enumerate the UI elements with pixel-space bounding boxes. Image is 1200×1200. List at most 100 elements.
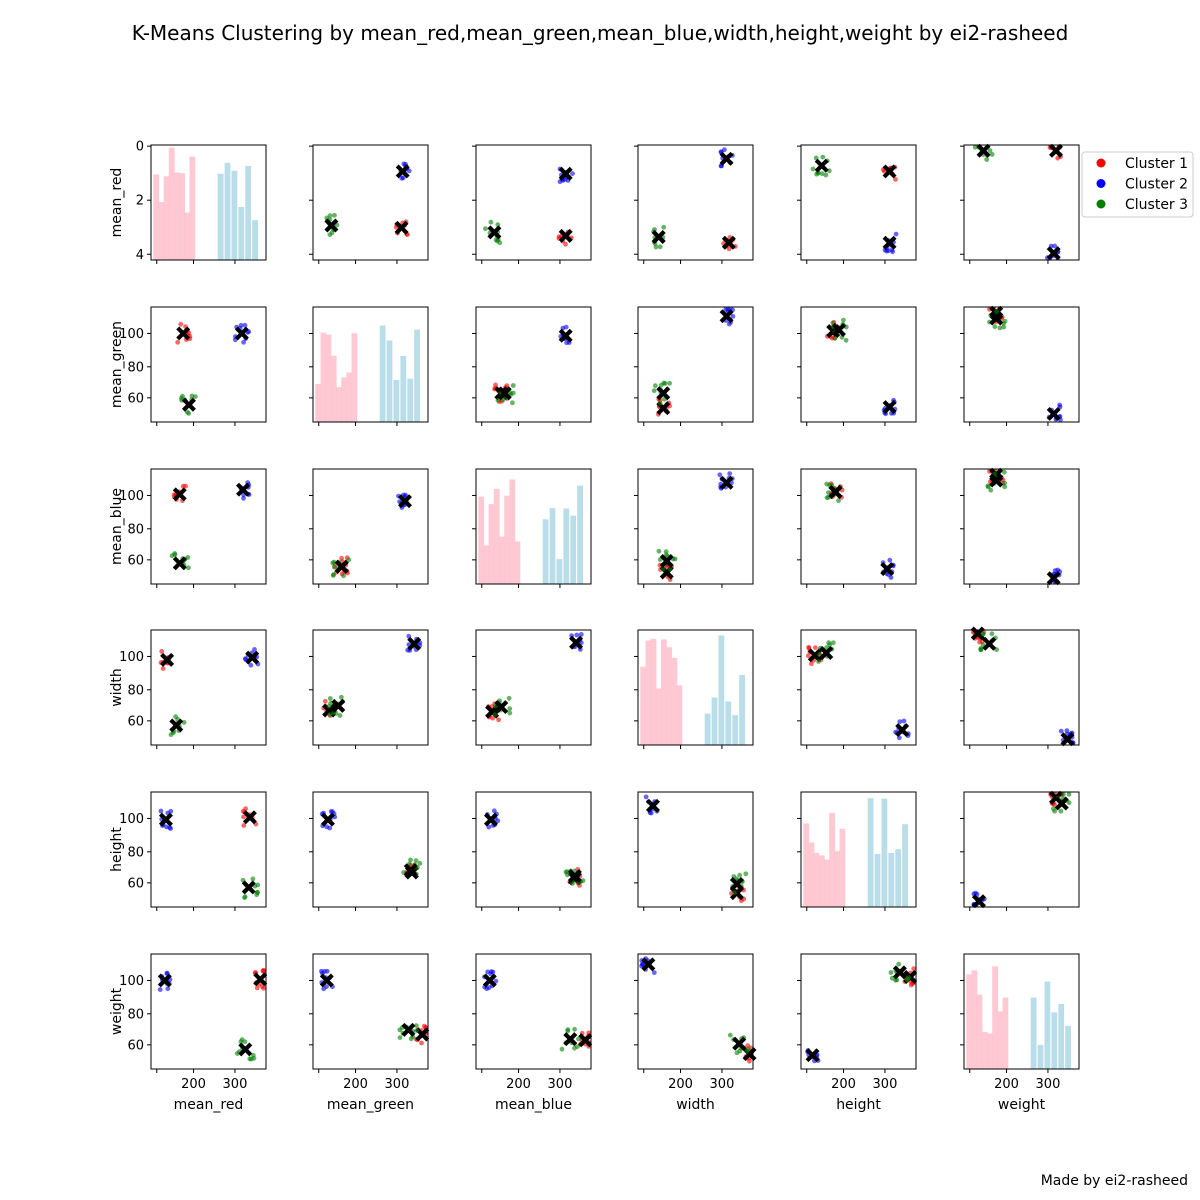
panel-width-vs-weight bbox=[960, 626, 1080, 749]
panel-frame bbox=[963, 468, 1080, 585]
panel-frame bbox=[800, 468, 917, 585]
centroid-marker bbox=[1060, 732, 1075, 747]
data-point-cluster-1 bbox=[254, 985, 260, 991]
hist-bar bbox=[981, 1031, 988, 1069]
data-point-cluster-2 bbox=[574, 632, 580, 638]
data-point-cluster-3 bbox=[192, 394, 198, 399]
data-point-cluster-3 bbox=[331, 572, 336, 577]
panel-frame bbox=[312, 306, 429, 423]
data-point-cluster-2 bbox=[403, 492, 408, 498]
centroid-marker bbox=[160, 652, 175, 667]
data-point-cluster-2 bbox=[651, 970, 657, 975]
centroid-marker bbox=[976, 143, 991, 158]
legend-label: Cluster 2 bbox=[1125, 177, 1188, 193]
centroid-marker bbox=[729, 877, 744, 891]
data-point-cluster-3 bbox=[332, 564, 337, 570]
panel-frame bbox=[150, 144, 267, 261]
panel-frame bbox=[963, 306, 1080, 423]
hist-bar bbox=[542, 519, 549, 584]
hist-bar bbox=[336, 387, 342, 422]
y-axis-label: width bbox=[109, 668, 125, 707]
x-tick-label: 300 bbox=[873, 1077, 898, 1092]
panel-height-vs-width bbox=[634, 791, 754, 911]
centroid-marker bbox=[578, 1033, 593, 1048]
data-point-cluster-2 bbox=[887, 557, 893, 563]
centroid-marker bbox=[245, 650, 260, 665]
data-point-cluster-3 bbox=[506, 695, 512, 701]
data-point-cluster-1 bbox=[241, 823, 247, 828]
centroid-marker bbox=[719, 151, 734, 166]
panel-mean_blue-vs-mean_green bbox=[309, 468, 429, 588]
data-point-cluster-1 bbox=[419, 1040, 424, 1046]
data-point-cluster-3 bbox=[1002, 318, 1008, 324]
x-tick-label: 200 bbox=[343, 1077, 368, 1092]
hist-bar bbox=[393, 379, 400, 422]
hist-bar bbox=[325, 334, 332, 422]
x-tick-label: 300 bbox=[223, 1077, 248, 1092]
panel-mean_green-vs-width bbox=[634, 306, 754, 426]
data-point-cluster-2 bbox=[330, 809, 335, 815]
data-point-cluster-3 bbox=[1002, 480, 1007, 486]
centroid-marker bbox=[982, 636, 997, 651]
data-point-cluster-3 bbox=[667, 566, 673, 572]
panel-width-vs-width bbox=[634, 629, 754, 749]
panel-mean_red-vs-width bbox=[634, 144, 754, 264]
hist-bar bbox=[976, 994, 983, 1069]
data-point-cluster-1 bbox=[178, 321, 184, 327]
hist-bar bbox=[992, 966, 998, 1069]
data-point-cluster-2 bbox=[717, 472, 723, 478]
data-point-cluster-3 bbox=[408, 857, 413, 863]
y-axis-label: height bbox=[109, 827, 125, 872]
data-point-cluster-1 bbox=[496, 717, 501, 723]
centroid-marker bbox=[401, 1022, 416, 1037]
data-point-cluster-3 bbox=[510, 383, 516, 388]
legend-label: Cluster 3 bbox=[1125, 197, 1188, 213]
panel-mean_green-vs-weight bbox=[960, 305, 1080, 426]
hist-bar bbox=[650, 638, 657, 745]
hist-bar bbox=[179, 173, 185, 260]
data-point-cluster-3 bbox=[495, 397, 501, 403]
panel-frame bbox=[150, 629, 267, 746]
centroid-marker bbox=[882, 400, 897, 415]
hist-bar bbox=[666, 647, 672, 745]
hist-bar bbox=[478, 496, 485, 584]
data-point-cluster-3 bbox=[255, 890, 260, 895]
hist-bar bbox=[386, 340, 393, 422]
credit-text: Made by ei2-rasheed bbox=[1041, 1173, 1188, 1189]
panel-frame bbox=[150, 468, 267, 585]
y-tick-label: 60 bbox=[127, 391, 144, 406]
data-point-cluster-3 bbox=[987, 148, 993, 154]
panel-mean_blue-vs-weight bbox=[960, 467, 1080, 588]
centroid-marker bbox=[656, 386, 671, 401]
data-point-cluster-2 bbox=[1058, 728, 1064, 734]
x-axis-label: width bbox=[676, 1097, 715, 1113]
data-point-cluster-3 bbox=[836, 498, 841, 504]
hist-bar bbox=[563, 508, 570, 584]
hist-bar bbox=[217, 173, 224, 260]
centroid-marker bbox=[989, 473, 1004, 488]
data-point-cluster-3 bbox=[1051, 806, 1056, 812]
hist-bar bbox=[1065, 1025, 1071, 1069]
data-point-cluster-3 bbox=[495, 222, 501, 228]
panel-mean_blue-vs-mean_blue bbox=[472, 468, 592, 588]
data-point-cluster-3 bbox=[330, 560, 336, 566]
centroid-marker bbox=[569, 635, 584, 650]
panel-frame bbox=[637, 306, 754, 423]
data-point-cluster-2 bbox=[491, 808, 497, 814]
panel-weight-vs-width: 200 300 width bbox=[634, 953, 757, 1113]
data-point-cluster-1 bbox=[563, 241, 568, 247]
centroid-marker bbox=[563, 1032, 578, 1047]
y-axis-label: mean_blue bbox=[109, 488, 125, 565]
hist-bar bbox=[493, 488, 500, 584]
centroid-marker bbox=[558, 166, 573, 181]
data-point-cluster-3 bbox=[341, 573, 346, 579]
panel-frame bbox=[475, 629, 592, 746]
data-point-cluster-3 bbox=[242, 1039, 248, 1045]
data-point-cluster-3 bbox=[1061, 791, 1066, 797]
hist-bar bbox=[174, 172, 180, 260]
panel-mean_red-vs-mean_blue bbox=[472, 144, 592, 264]
hist-bar bbox=[711, 697, 718, 745]
panel-frame bbox=[475, 791, 592, 908]
centroid-marker bbox=[892, 965, 907, 980]
data-point-cluster-2 bbox=[252, 647, 257, 652]
